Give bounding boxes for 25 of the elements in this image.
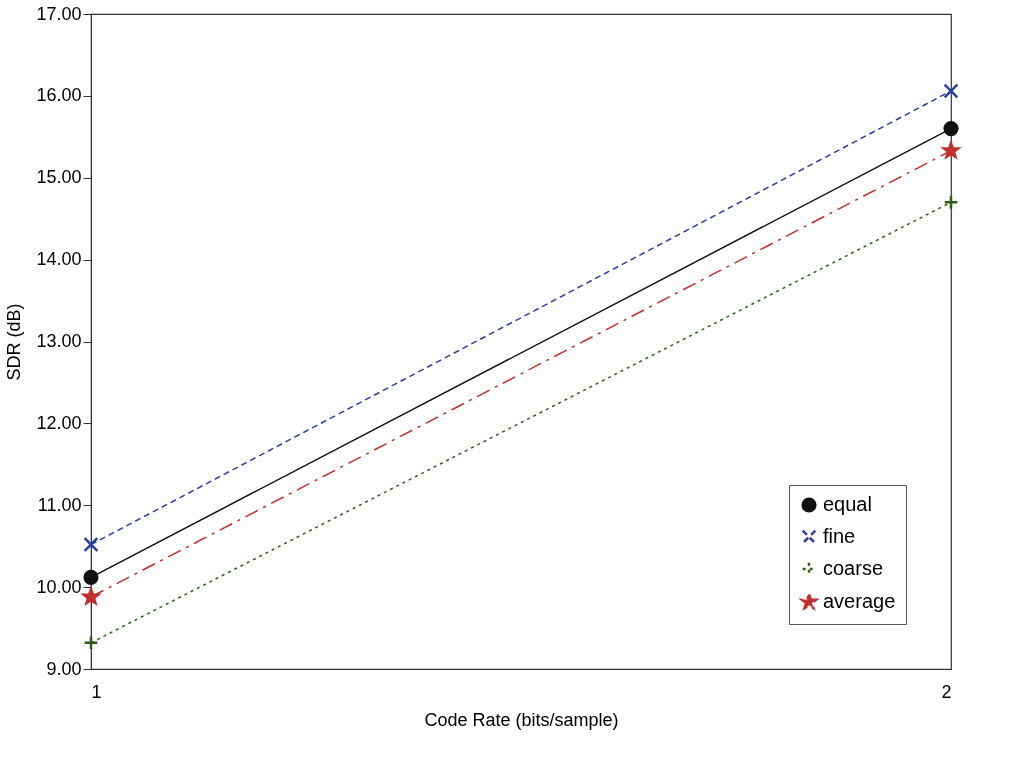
y-tick-label: 11.00 [37, 494, 82, 515]
point [943, 194, 959, 210]
y-tick-label: 15.00 [36, 167, 82, 188]
y-tick-label: 13.00 [36, 331, 82, 351]
point [943, 83, 959, 99]
legend-label: coarse [823, 557, 884, 579]
y-tick-label: 17.00 [36, 3, 82, 24]
point [83, 569, 99, 585]
point [83, 635, 99, 651]
point [940, 139, 962, 160]
y-tick-label: 14.00 [36, 249, 82, 270]
x-axis-title: Code Rate (bits/sample) [424, 709, 619, 730]
y-tick-label: 10.00 [36, 576, 82, 597]
y-tick-label: 16.00 [36, 85, 82, 106]
point [943, 121, 959, 137]
point [83, 536, 99, 553]
y-axis-title: SDR (dB) [4, 303, 25, 381]
y-tick-label: 12.00 [36, 412, 82, 433]
y-tick-label: 9.00 [46, 658, 82, 679]
legend-label: equal [823, 493, 872, 515]
legend-label: fine [823, 525, 856, 547]
x-tick-label: 1 [91, 681, 102, 702]
point [80, 586, 102, 606]
x-tick-label: 2 [941, 681, 952, 702]
legend-label: average [823, 590, 896, 612]
